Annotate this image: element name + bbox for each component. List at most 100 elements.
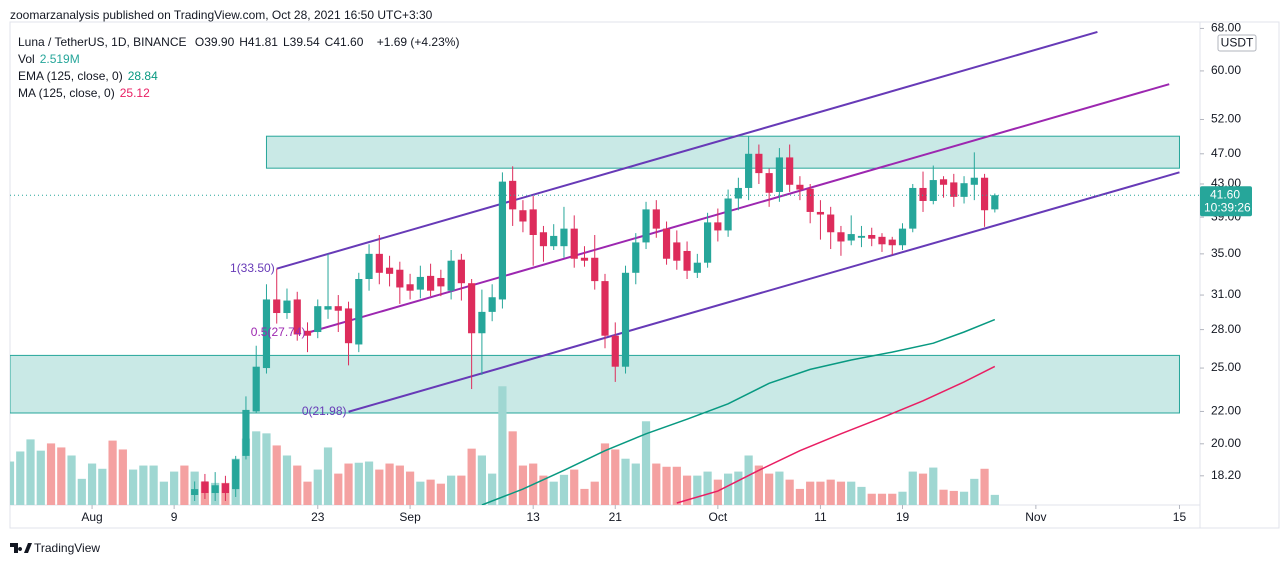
- volume-bar: [77, 478, 86, 505]
- volume-bar: [754, 465, 763, 505]
- chart-frame: [9, 21, 1280, 529]
- candle-body: [375, 253, 383, 273]
- candle-body: [488, 297, 496, 312]
- candle-body: [468, 283, 476, 334]
- y-tick-label: 18.20: [1211, 468, 1241, 482]
- volume-bar: [36, 450, 45, 505]
- candle-body: [734, 187, 742, 199]
- volume-bar: [816, 481, 825, 505]
- volume-bar: [590, 481, 599, 505]
- volume-bar: [959, 491, 969, 505]
- price-tag: [1200, 186, 1252, 217]
- candle-body: [796, 184, 804, 190]
- candle-body: [314, 306, 322, 333]
- volume-bar: [405, 471, 415, 505]
- volume-bar: [498, 386, 507, 505]
- volume-bar: [877, 493, 887, 505]
- candle-body: [201, 481, 209, 494]
- y-tick-label: 52.00: [1211, 112, 1241, 126]
- candle-body: [396, 269, 404, 288]
- volume-bar: [67, 455, 76, 505]
- volume-bar: [416, 481, 425, 505]
- candle-body: [786, 157, 794, 185]
- candle-body: [662, 228, 671, 259]
- volume-bar: [159, 481, 168, 505]
- volume-bar: [826, 479, 835, 505]
- candle-body: [601, 281, 609, 336]
- x-tick-label: Nov: [1025, 510, 1046, 524]
- candle-body: [437, 277, 445, 287]
- volume-bar: [949, 490, 958, 505]
- candle-body: [755, 153, 763, 174]
- volume-bar: [426, 479, 435, 505]
- candle-body: [211, 485, 219, 494]
- volume-bar: [939, 489, 948, 505]
- y-tick-label: 68.00: [1211, 21, 1241, 35]
- volume-bar: [262, 433, 271, 505]
- y-tick-label: 35.00: [1211, 246, 1241, 260]
- volume-bar: [980, 468, 989, 505]
- candle-body: [519, 210, 527, 222]
- ohlc-label: H: [239, 35, 248, 49]
- volume-bar: [990, 494, 999, 505]
- candle-body: [303, 330, 312, 336]
- price-tag-value: 41.60: [1210, 187, 1240, 201]
- volume-bar: [836, 481, 846, 505]
- legend-volume: Vol 2.519M: [18, 52, 85, 66]
- candle-body: [837, 232, 845, 242]
- volume-bar: [734, 471, 743, 505]
- volume-bar: [447, 475, 456, 505]
- legend-ma: MA (125, close, 0) 25.12: [18, 86, 155, 100]
- candle-body: [324, 306, 332, 310]
- ohlc-label: C: [324, 35, 334, 49]
- volume-bar: [293, 465, 302, 505]
- volume-bar: [87, 463, 97, 505]
- volume-bar: [180, 465, 189, 505]
- volume-bar: [129, 469, 138, 505]
- candle-body: [714, 222, 722, 231]
- volume-bar: [857, 486, 866, 505]
- candle-body: [416, 276, 424, 290]
- symbol: Luna / TetherUS, 1D, BINANCE: [18, 35, 187, 49]
- candle-body: [621, 272, 630, 367]
- volume-bar: [46, 443, 56, 505]
- volume-bar: [600, 443, 610, 505]
- candle-body: [929, 180, 937, 201]
- ma-line: [676, 365, 996, 504]
- x-tick-label: 19: [896, 510, 910, 524]
- candle-body: [991, 195, 999, 210]
- volume-value: 2.519M: [39, 52, 80, 66]
- volume-bar: [375, 469, 384, 505]
- candle-body: [847, 234, 855, 241]
- candle-body: [806, 188, 814, 212]
- ohlc: O39.90 H41.81 L39.54 C41.60: [195, 35, 369, 49]
- volume-bar: [611, 449, 620, 505]
- volume-bar: [744, 455, 753, 505]
- volume-bar: [672, 466, 681, 505]
- volume-bar: [252, 431, 261, 505]
- y-tick-label: 31.00: [1211, 287, 1241, 301]
- ema-name: EMA (125, close, 0): [18, 69, 123, 83]
- candle-body: [980, 177, 989, 211]
- volume-bar: [795, 488, 805, 505]
- plot-area: [10, 30, 1200, 505]
- footer-logo: TradingView: [10, 541, 100, 555]
- volume-bar: [354, 462, 363, 505]
- candle-body: [529, 209, 537, 235]
- candle-body: [457, 259, 465, 284]
- candle-body: [909, 187, 917, 229]
- volume-bar: [621, 458, 630, 505]
- volume-bar: [108, 440, 117, 505]
- volume-bar: [785, 479, 794, 505]
- volume-bar: [334, 473, 343, 505]
- volume-bar: [724, 473, 733, 505]
- volume-bar: [918, 473, 928, 505]
- x-tick-label: 11: [814, 510, 827, 524]
- volume-bar: [888, 493, 897, 505]
- volume-bar: [662, 466, 671, 505]
- x-tick-label: 21: [609, 510, 623, 524]
- candle-body: [427, 275, 435, 291]
- volume-bar: [539, 475, 548, 505]
- candle-body: [221, 483, 230, 494]
